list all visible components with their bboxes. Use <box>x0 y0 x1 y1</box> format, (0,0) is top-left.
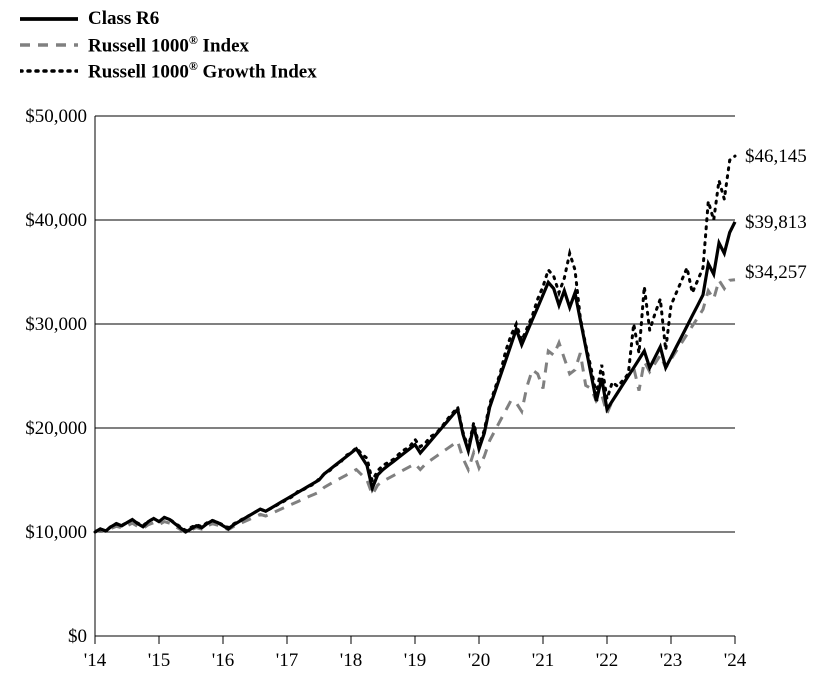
legend-label-russell1000_growth: Russell 1000® Growth Index <box>88 59 317 83</box>
legend-item-russell1000_growth: Russell 1000® Growth Index <box>20 58 317 84</box>
x-tick-label: '24 <box>724 650 747 671</box>
end-label-class_r6: $39,813 <box>745 212 807 233</box>
x-tick-label: '16 <box>212 650 234 671</box>
y-tick-label: $50,000 <box>25 106 87 127</box>
legend-label-russell1000: Russell 1000® Index <box>88 33 249 57</box>
x-tick-label: '20 <box>468 650 490 671</box>
y-tick-label: $30,000 <box>25 314 87 335</box>
x-tick-label: '21 <box>532 650 554 671</box>
x-tick-label: '22 <box>596 650 618 671</box>
y-tick-label: $20,000 <box>25 418 87 439</box>
x-tick-label: '23 <box>660 650 682 671</box>
end-label-russell1000: $34,257 <box>745 262 807 283</box>
x-tick-label: '17 <box>276 650 298 671</box>
legend-item-class_r6: Class R6 <box>20 6 317 32</box>
series-russell1000 <box>95 280 735 533</box>
legend-label-class_r6: Class R6 <box>88 8 159 30</box>
y-tick-label: $0 <box>68 626 87 647</box>
end-label-russell1000_growth: $46,145 <box>745 146 807 167</box>
legend-item-russell1000: Russell 1000® Index <box>20 32 317 58</box>
series-class_r6 <box>95 222 735 532</box>
series-russell1000_growth <box>95 156 735 532</box>
x-tick-label: '15 <box>148 650 170 671</box>
y-tick-label: $40,000 <box>25 210 87 231</box>
x-tick-label: '19 <box>404 650 426 671</box>
x-tick-label: '14 <box>84 650 107 671</box>
y-tick-label: $10,000 <box>25 522 87 543</box>
x-tick-label: '18 <box>340 650 362 671</box>
